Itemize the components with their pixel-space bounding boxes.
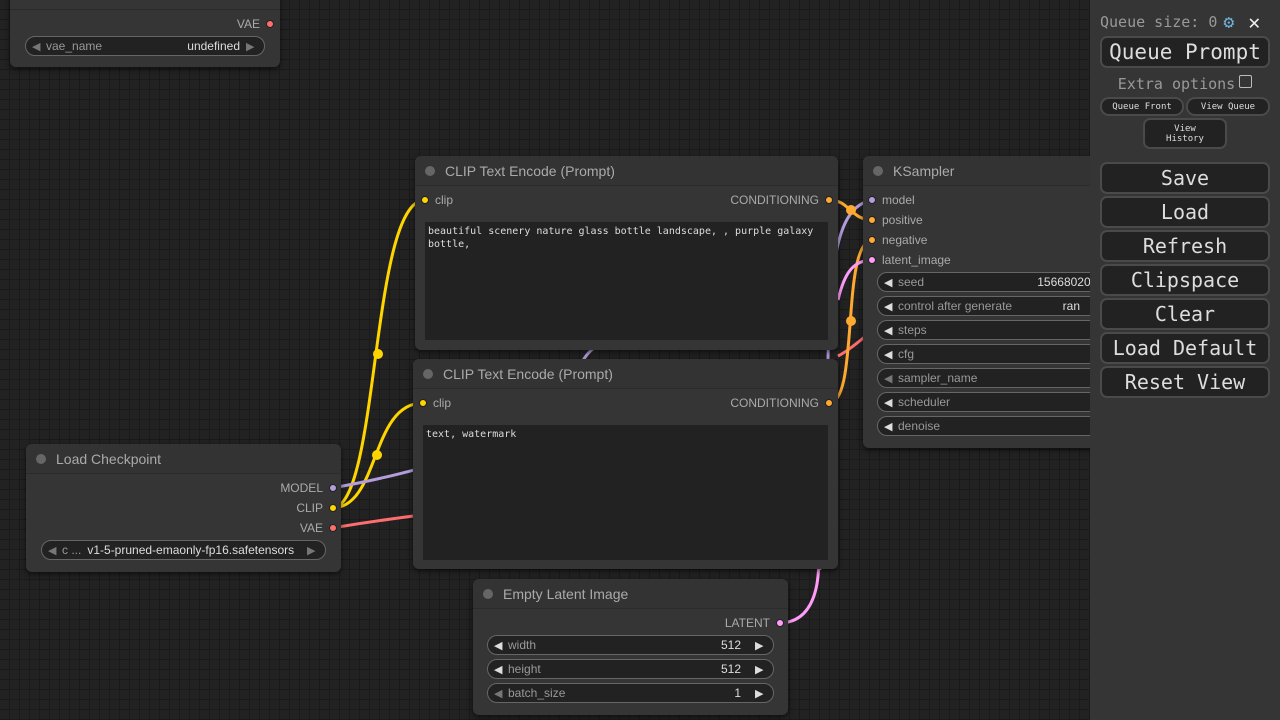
input-positive[interactable]: positive [868, 210, 923, 230]
slot-dot[interactable] [868, 256, 876, 264]
view-history-button[interactable]: View History [1143, 118, 1227, 149]
view-queue-button[interactable]: View Queue [1186, 97, 1270, 116]
arrow-left-icon[interactable]: ◀ [494, 687, 503, 700]
arrow-right-icon[interactable]: ▶ [755, 687, 764, 700]
node-title[interactable]: Load Checkpoint [26, 444, 341, 474]
arrow-left-icon[interactable]: ◀ [494, 663, 503, 676]
node-load-checkpoint[interactable]: Load Checkpoint MODEL CLIP VAE ◀ c ... v1-… [26, 444, 341, 572]
clipspace-button[interactable]: Clipspace [1100, 264, 1270, 296]
clear-button[interactable]: Clear [1100, 298, 1270, 330]
height-widget[interactable]: ◀ height 512 ▶ [487, 659, 774, 679]
arrow-left-icon[interactable]: ◀ [884, 396, 893, 409]
save-button[interactable]: Save [1100, 162, 1270, 194]
collapse-dot[interactable] [36, 453, 46, 464]
output-latent[interactable]: LATENT [725, 613, 784, 633]
denoise-widget[interactable]: ◀ denoise [877, 416, 1117, 436]
node-clip-text-encode-negative[interactable]: CLIP Text Encode (Prompt) clip CONDITION… [413, 359, 838, 569]
arrow-right-icon[interactable]: ▶ [755, 639, 764, 652]
node-vae-loader[interactable]: VAE ◀ vae_name undefined ▶ [10, 0, 280, 67]
reroute-dot [373, 349, 383, 359]
arrow-right-icon[interactable]: ▶ [246, 40, 255, 53]
reset-view-button[interactable]: Reset View [1100, 366, 1270, 398]
output-conditioning[interactable]: CONDITIONING [730, 393, 833, 413]
slot-dot[interactable] [421, 196, 429, 204]
output-vae[interactable]: VAE [237, 14, 274, 34]
slot-dot[interactable] [825, 399, 833, 407]
slot-dot[interactable] [419, 399, 427, 407]
refresh-button[interactable]: Refresh [1100, 230, 1270, 262]
arrow-right-icon[interactable]: ▶ [755, 663, 764, 676]
slot-dot[interactable] [329, 524, 337, 532]
scheduler-widget[interactable]: ◀ scheduler [877, 392, 1117, 412]
width-widget[interactable]: ◀ width 512 ▶ [487, 635, 774, 655]
slot-dot[interactable] [868, 216, 876, 224]
slot-dot[interactable] [776, 619, 784, 627]
arrow-left-icon[interactable]: ◀ [884, 324, 893, 337]
queue-panel: Queue size: 0 ⚙ ✕ Queue Prompt Extra opt… [1090, 0, 1280, 720]
output-model[interactable]: MODEL [280, 478, 337, 498]
slot-dot[interactable] [266, 20, 274, 28]
cfg-widget[interactable]: ◀ cfg [877, 344, 1117, 364]
gear-icon[interactable]: ⚙ [1223, 11, 1235, 33]
node-title[interactable]: KSampler [863, 156, 1123, 186]
output-conditioning[interactable]: CONDITIONING [730, 190, 833, 210]
input-negative[interactable]: negative [868, 230, 927, 250]
slot-dot[interactable] [329, 504, 337, 512]
steps-widget[interactable]: ◀ steps [877, 320, 1117, 340]
seed-widget[interactable]: ◀ seed 1566802087 [877, 272, 1117, 292]
arrow-left-icon[interactable]: ◀ [884, 420, 893, 433]
sampler-name-widget[interactable]: ◀ sampler_name [877, 368, 1117, 388]
collapse-dot[interactable] [873, 165, 883, 176]
reroute-dot [846, 205, 856, 215]
ckpt-name-combo[interactable]: ◀ c ... v1-5-pruned-emaonly-fp16.safetenso… [41, 540, 326, 560]
reroute-dot [846, 316, 856, 326]
node-empty-latent-image[interactable]: Empty Latent Image LATENT ◀ width 512 ▶ ◀ he… [473, 579, 788, 715]
arrow-right-icon[interactable]: ▶ [307, 544, 316, 557]
slot-dot[interactable] [825, 196, 833, 204]
input-clip[interactable]: clip [419, 393, 451, 413]
node-ksampler[interactable]: KSampler model positive negative latent_… [863, 156, 1123, 448]
vae-name-combo[interactable]: ◀ vae_name undefined ▶ [25, 36, 265, 56]
queue-prompt-button[interactable]: Queue Prompt [1100, 36, 1270, 68]
arrow-left-icon[interactable]: ◀ [32, 40, 41, 53]
input-clip[interactable]: clip [421, 190, 453, 210]
arrow-left-icon[interactable]: ◀ [884, 348, 893, 361]
load-default-button[interactable]: Load Default [1100, 332, 1270, 364]
arrow-left-icon[interactable]: ◀ [884, 276, 893, 289]
arrow-left-icon[interactable]: ◀ [884, 372, 893, 385]
batch-size-widget[interactable]: ◀ batch_size 1 ▶ [487, 683, 774, 703]
node-clip-text-encode-positive[interactable]: CLIP Text Encode (Prompt) clip CONDITION… [415, 156, 838, 350]
queue-front-button[interactable]: Queue Front [1100, 97, 1184, 116]
arrow-left-icon[interactable]: ◀ [48, 544, 57, 557]
output-clip[interactable]: CLIP [296, 498, 337, 518]
output-vae[interactable]: VAE [300, 518, 337, 538]
load-button[interactable]: Load [1100, 196, 1270, 228]
close-icon[interactable]: ✕ [1248, 10, 1261, 34]
collapse-dot[interactable] [423, 368, 433, 379]
prompt-textarea[interactable]: beautiful scenery nature glass bottle la… [425, 222, 828, 340]
input-model[interactable]: model [868, 190, 915, 210]
arrow-left-icon[interactable]: ◀ [494, 639, 503, 652]
extra-options: Extra options [1090, 74, 1280, 93]
slot-dot[interactable] [329, 484, 337, 492]
control-after-generate-widget[interactable]: ◀ control after generate ran [877, 296, 1117, 316]
collapse-dot[interactable] [483, 588, 493, 599]
node-title[interactable]: CLIP Text Encode (Prompt) [413, 359, 838, 389]
queue-size: Queue size: 0 ⚙ ✕ [1100, 10, 1261, 34]
prompt-textarea[interactable]: text, watermark [423, 425, 828, 560]
node-title[interactable]: Empty Latent Image [473, 579, 788, 609]
node-title[interactable]: CLIP Text Encode (Prompt) [415, 156, 838, 186]
extra-options-checkbox[interactable] [1239, 74, 1253, 88]
input-latent-image[interactable]: latent_image [868, 250, 951, 270]
slot-dot[interactable] [868, 196, 876, 204]
slot-dot[interactable] [868, 236, 876, 244]
arrow-left-icon[interactable]: ◀ [884, 300, 893, 313]
collapse-dot[interactable] [425, 165, 435, 176]
reroute-dot [372, 450, 382, 460]
